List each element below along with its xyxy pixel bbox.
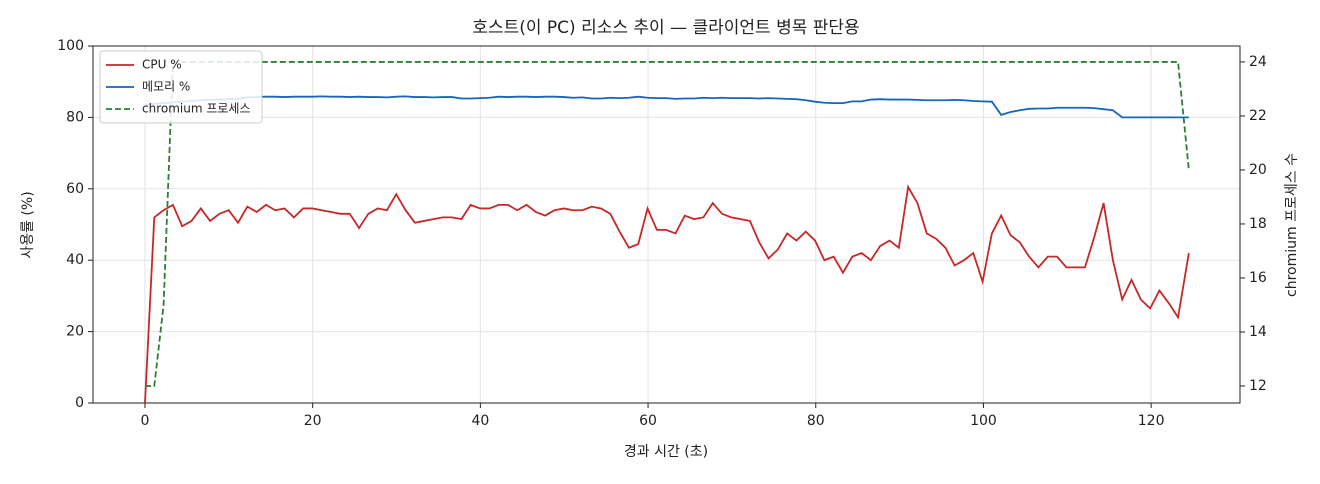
y-axis-label: 사용률 (%)	[20, 191, 36, 258]
y-tick-label: 60	[66, 181, 84, 197]
y2-tick-label: 18	[1249, 216, 1267, 232]
y-tick-label: 20	[66, 324, 84, 340]
x-tick-label: 100	[970, 413, 997, 429]
y2-tick-label: 16	[1249, 270, 1267, 286]
plot-frame	[92, 45, 1241, 404]
x-tick-label: 0	[141, 413, 150, 429]
y2-tick-label: 14	[1249, 324, 1267, 340]
y2-tick-label: 24	[1249, 54, 1267, 70]
series-line	[144, 95, 1189, 119]
y2-tick-label: 12	[1249, 378, 1267, 394]
y2-tick-label: 20	[1249, 162, 1267, 178]
y2-tick-label: 22	[1249, 108, 1267, 124]
legend-label: 메모리 %	[142, 80, 190, 94]
y-tick-label: 0	[75, 395, 84, 411]
x-tick-label: 40	[471, 413, 489, 429]
chart-title: 호스트(이 PC) 리소스 추이 — 클라이언트 병목 판단용	[472, 18, 859, 38]
legend-label: CPU %	[142, 58, 182, 72]
x-tick-label: 60	[639, 413, 657, 429]
x-tick-label: 20	[304, 413, 322, 429]
x-axis-label: 경과 시간 (초)	[624, 444, 708, 460]
y2-axis-label: chromium 프로세스 수	[1284, 153, 1300, 297]
series-line	[144, 61, 1190, 387]
x-tick-label: 80	[807, 413, 825, 429]
x-tick-label: 120	[1138, 413, 1165, 429]
legend-box	[99, 50, 263, 124]
series-line	[144, 184, 1190, 404]
legend-label: chromium 프로세스	[142, 102, 251, 116]
y-tick-label: 40	[66, 252, 84, 268]
y-tick-label: 100	[57, 38, 84, 54]
y-tick-label: 80	[66, 109, 84, 125]
